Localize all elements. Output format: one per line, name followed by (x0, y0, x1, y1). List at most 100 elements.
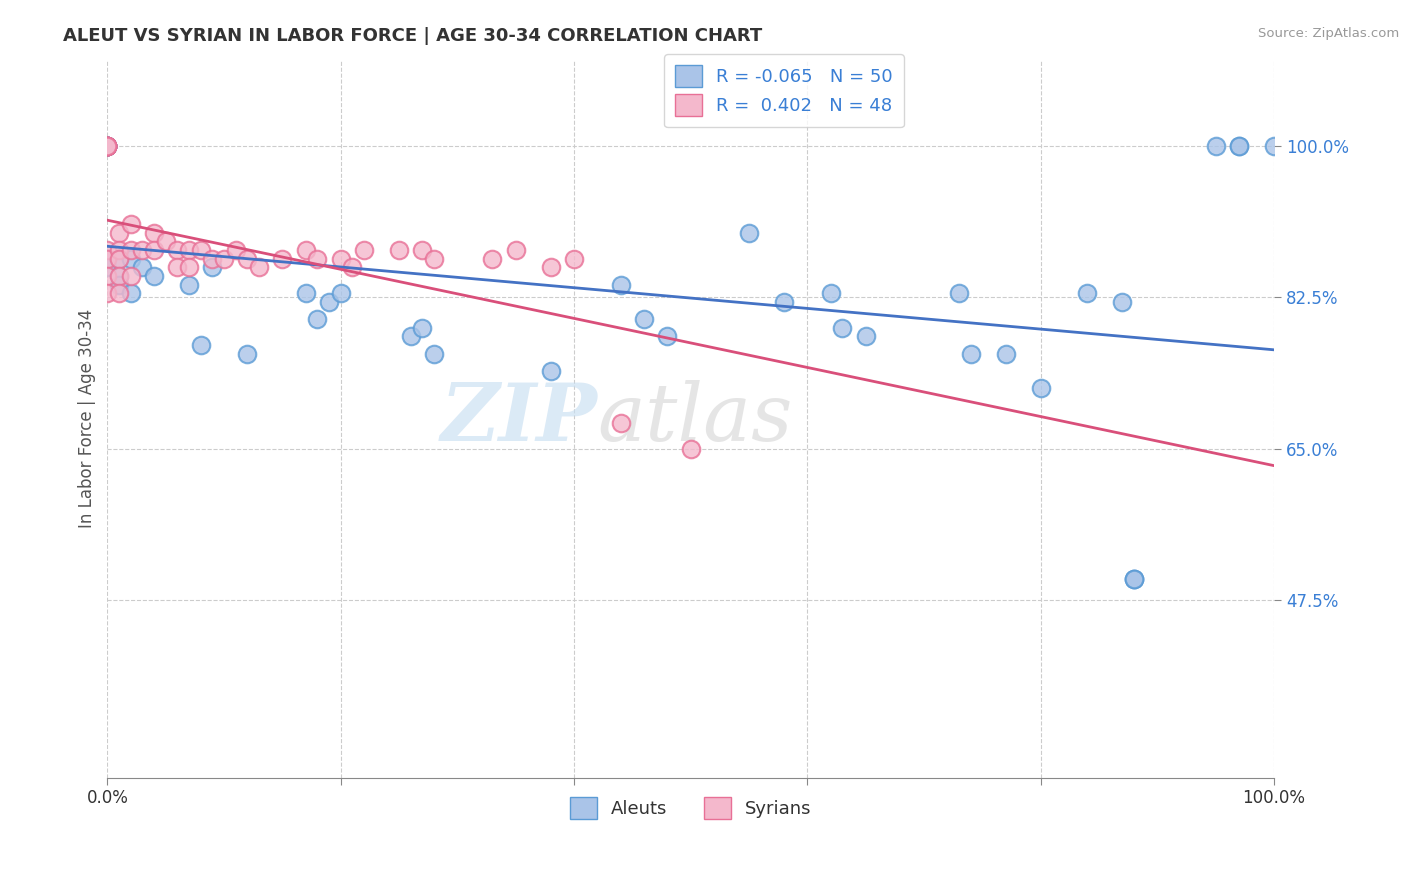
Point (738, 226, 761, 240)
Legend: Aleuts, Syrians: Aleuts, Syrians (562, 789, 818, 826)
Point (1029, 381, 1052, 395)
Point (143, 226, 166, 240)
Point (423, 347, 446, 361)
Point (96, 139, 118, 153)
Point (120, 252, 142, 266)
Point (108, 277, 131, 292)
Point (96, 139, 118, 153)
Point (329, 286, 352, 301)
Point (481, 252, 503, 266)
Point (657, 329, 679, 343)
Point (131, 243, 153, 257)
Point (609, 277, 631, 292)
Point (820, 286, 842, 301)
Point (120, 268, 142, 283)
Point (411, 243, 433, 257)
Point (1123, 572, 1146, 586)
Point (96, 139, 118, 153)
Point (562, 252, 585, 266)
Point (166, 260, 188, 275)
Point (96, 268, 118, 283)
Point (143, 243, 166, 257)
Point (388, 243, 411, 257)
Point (1111, 294, 1133, 309)
Point (108, 226, 131, 240)
Text: ZIP: ZIP (440, 380, 598, 458)
Point (505, 243, 527, 257)
Point (212, 252, 235, 266)
Text: atlas: atlas (598, 380, 793, 458)
Point (108, 286, 131, 301)
Point (307, 252, 329, 266)
Point (1227, 139, 1250, 153)
Point (96, 252, 118, 266)
Point (423, 252, 446, 266)
Point (96, 252, 118, 266)
Point (411, 320, 433, 334)
Point (225, 243, 247, 257)
Point (1205, 139, 1227, 153)
Point (96, 139, 118, 153)
Point (96, 139, 118, 153)
Point (1227, 139, 1250, 153)
Point (177, 277, 200, 292)
Point (108, 268, 131, 283)
Point (96, 139, 118, 153)
Point (342, 260, 364, 275)
Point (948, 286, 970, 301)
Point (166, 243, 188, 257)
Point (177, 260, 200, 275)
Point (1076, 286, 1098, 301)
Point (773, 294, 796, 309)
Point (399, 329, 422, 343)
Point (108, 252, 131, 266)
Point (236, 347, 259, 361)
Point (96, 139, 118, 153)
Point (120, 286, 142, 301)
Point (190, 338, 212, 352)
Y-axis label: In Labor Force | Age 30-34: In Labor Force | Age 30-34 (79, 309, 96, 528)
Point (633, 312, 655, 326)
Point (247, 260, 270, 275)
Point (353, 243, 375, 257)
Point (143, 268, 166, 283)
Point (831, 320, 853, 334)
Point (201, 260, 224, 275)
Point (190, 243, 212, 257)
Point (96, 243, 118, 257)
Point (329, 252, 352, 266)
Point (609, 416, 631, 430)
Point (96, 139, 118, 153)
Point (294, 243, 316, 257)
Point (855, 329, 877, 343)
Point (1123, 572, 1146, 586)
Point (96, 139, 118, 153)
Point (96, 139, 118, 153)
Point (155, 234, 177, 248)
Point (120, 243, 142, 257)
Point (201, 252, 224, 266)
Point (307, 312, 329, 326)
Point (271, 252, 294, 266)
Point (131, 260, 153, 275)
Point (96, 139, 118, 153)
Point (108, 243, 131, 257)
Point (540, 364, 562, 378)
Point (994, 347, 1017, 361)
Point (96, 286, 118, 301)
Point (108, 268, 131, 283)
Point (679, 442, 702, 456)
Point (96, 139, 118, 153)
Point (959, 347, 981, 361)
Point (177, 243, 200, 257)
Point (294, 286, 316, 301)
Point (96, 139, 118, 153)
Text: Source: ZipAtlas.com: Source: ZipAtlas.com (1258, 27, 1399, 40)
Point (96, 139, 118, 153)
Point (540, 260, 562, 275)
Point (318, 294, 340, 309)
Point (1123, 572, 1146, 586)
Point (120, 217, 142, 231)
Point (108, 252, 131, 266)
Point (1263, 139, 1285, 153)
